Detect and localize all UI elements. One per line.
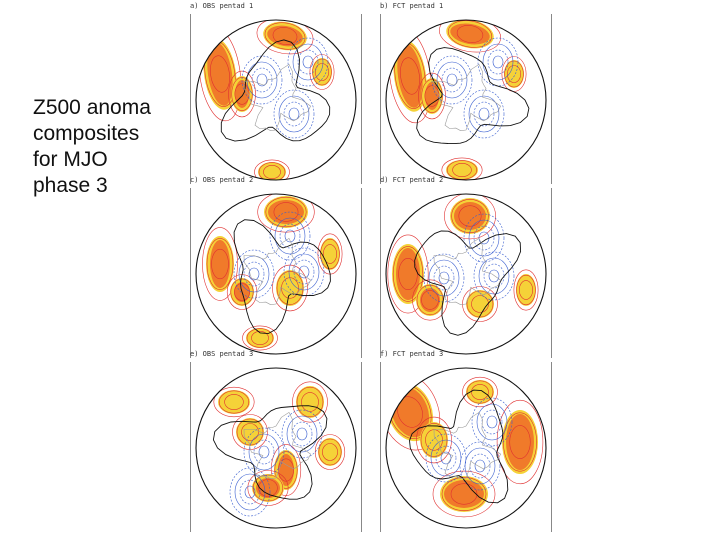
panel-label: f) FCT pentad 3 (380, 350, 444, 358)
map-panel-obs-pentad-1: a) OBS pentad 1 (190, 2, 362, 186)
map-panel-obs-pentad-3: e) OBS pentad 3 (190, 350, 362, 534)
polar-map (195, 193, 357, 355)
map-panel-fct-pentad-2: d) FCT pentad 2 (380, 176, 552, 360)
map-panel-fct-pentad-3: f) FCT pentad 3 (380, 350, 552, 534)
polar-map (385, 19, 547, 181)
title-line-4: phase 3 (33, 174, 108, 197)
title-line-3: for MJO (33, 148, 108, 171)
panel-label: d) FCT pentad 2 (380, 176, 444, 184)
map-frame (190, 188, 362, 358)
polar-map (385, 367, 547, 529)
map-panel-fct-pentad-1: b) FCT pentad 1 (380, 2, 552, 186)
panel-label: b) FCT pentad 1 (380, 2, 444, 10)
map-frame (380, 14, 552, 184)
panel-label: a) OBS pentad 1 (190, 2, 254, 10)
panel-label: c) OBS pentad 2 (190, 176, 254, 184)
map-frame (190, 14, 362, 184)
polar-map (195, 367, 357, 529)
title-line-2: composites (33, 122, 140, 145)
panel-label: e) OBS pentad 3 (190, 350, 254, 358)
map-panel-obs-pentad-2: c) OBS pentad 2 (190, 176, 362, 360)
slide-title: Z500 anoma composites for MJO phase 3 (33, 95, 193, 199)
title-line-1: Z500 anoma (33, 96, 151, 119)
map-frame (190, 362, 362, 532)
map-frame (380, 188, 552, 358)
polar-map (385, 193, 547, 355)
polar-map (195, 19, 357, 181)
map-frame (380, 362, 552, 532)
